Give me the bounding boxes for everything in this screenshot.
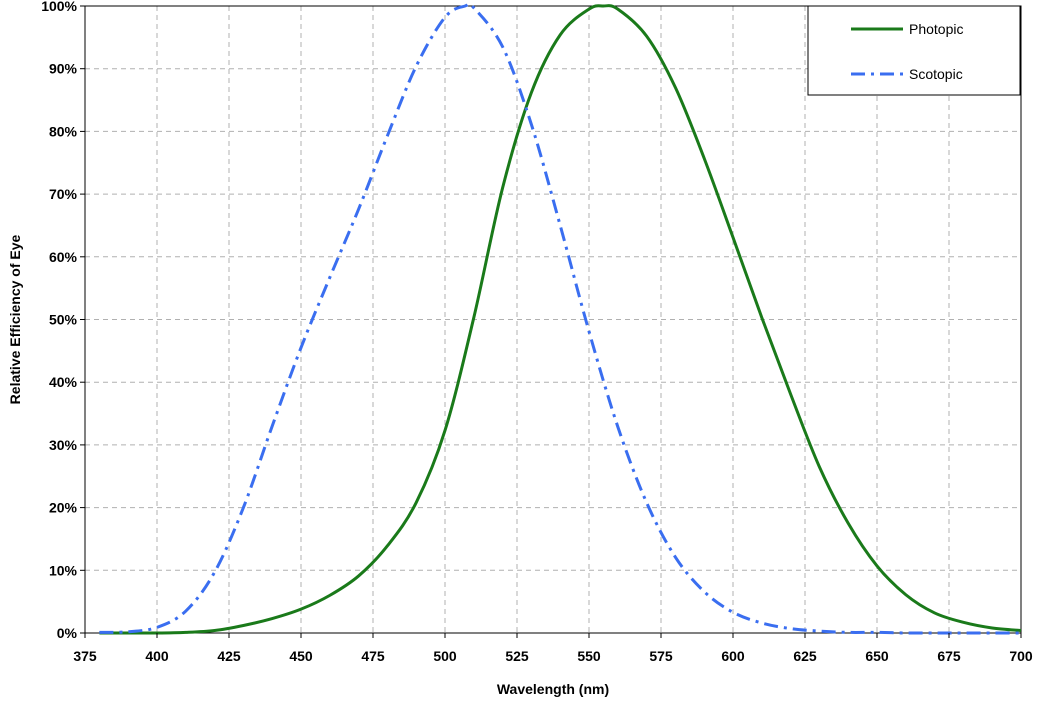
- y-tick-label: 20%: [49, 500, 78, 516]
- x-tick-labels: 375 400 425 450 475 500 525 550 575 600 625 650 675 7…: [73, 648, 1033, 664]
- y-tick-label: 50%: [49, 312, 78, 328]
- x-tick-label: 450: [289, 648, 313, 664]
- y-tick-label: 10%: [49, 562, 78, 578]
- legend: Photopic Scotopic: [807, 5, 1021, 96]
- x-tick-label: 675: [937, 648, 961, 664]
- series-line-scotopic: [99, 2, 1021, 635]
- y-tick-label: 30%: [49, 437, 78, 453]
- x-tick-label: 625: [793, 648, 817, 664]
- x-tick-label: 475: [361, 648, 385, 664]
- y-tick-label: 70%: [49, 186, 78, 202]
- y-tick-label: 40%: [49, 374, 78, 390]
- y-tick-label: 80%: [49, 123, 78, 139]
- x-tick-label: 425: [217, 648, 241, 664]
- y-tick-label: 90%: [49, 61, 78, 77]
- x-axis-title: Wavelength (nm): [497, 681, 609, 697]
- y-tick-label: 0%: [57, 625, 78, 641]
- legend-label-scotopic: Scotopic: [909, 66, 963, 82]
- series-line-photopic: [99, 4, 1022, 635]
- x-tick-label: 575: [649, 648, 673, 664]
- y-axis-title: Relative Efficiency of Eye: [7, 234, 23, 404]
- y-tick-labels: 0% 10% 20% 30% 40% 50% 60% 70% 80% 90% 100%: [41, 0, 77, 641]
- x-tick-label: 375: [73, 648, 97, 664]
- x-tick-label: 650: [865, 648, 889, 664]
- x-tick-label: 400: [145, 648, 169, 664]
- axis-ticks: [80, 5, 1022, 638]
- x-tick-label: 700: [1009, 648, 1033, 664]
- x-tick-label: 500: [433, 648, 457, 664]
- x-tick-label: 525: [505, 648, 529, 664]
- series-lines: [99, 2, 1022, 635]
- x-tick-label: 550: [577, 648, 601, 664]
- legend-box: [807, 5, 1021, 96]
- y-tick-label: 60%: [49, 249, 78, 265]
- legend-label-photopic: Photopic: [909, 21, 963, 37]
- x-tick-label: 600: [721, 648, 745, 664]
- y-tick-label: 100%: [41, 0, 77, 14]
